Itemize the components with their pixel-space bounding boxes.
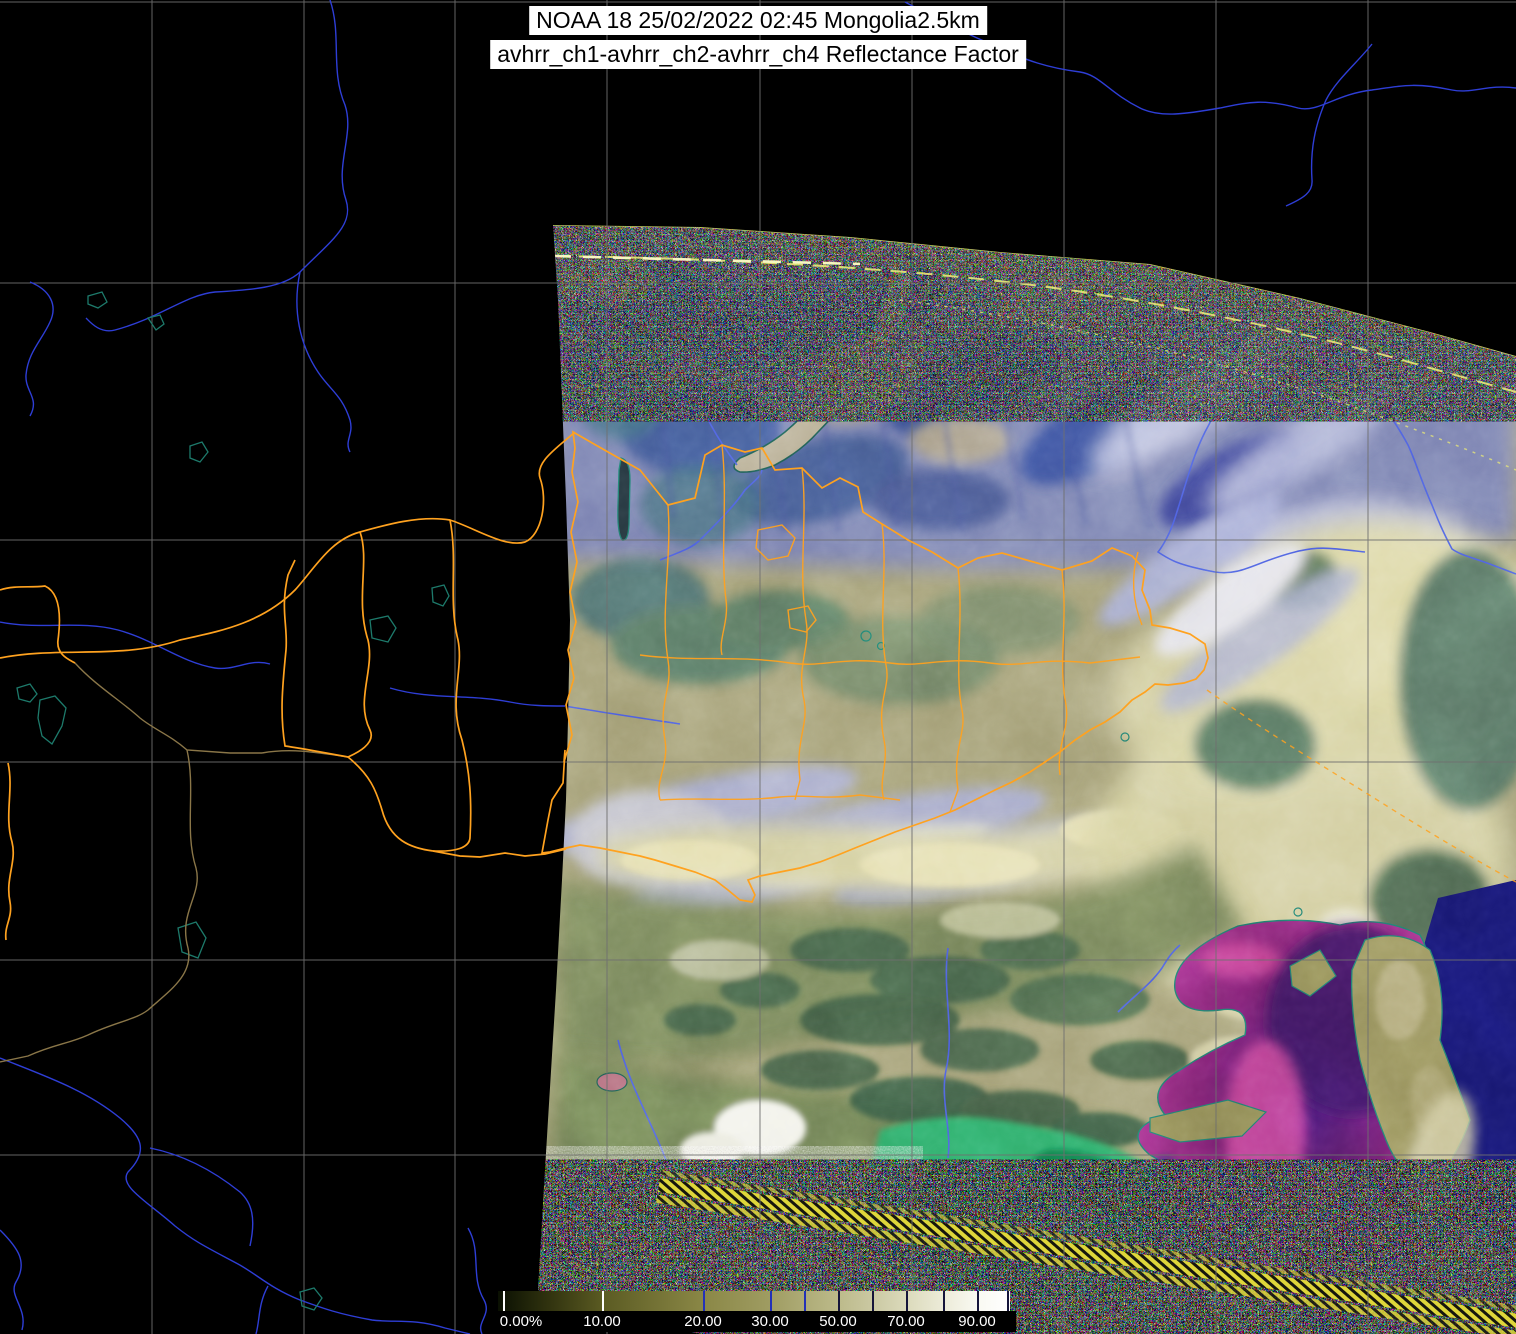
borders-orange-layer xyxy=(0,430,1516,941)
colorbar-labels: 0.00% 10.00 20.00 30.00 50.00 70.00 90.00 xyxy=(492,1311,1016,1332)
colorbar-tick xyxy=(838,1291,840,1311)
title-line-2: avhrr_ch1-avhrr_ch2-avhrr_ch4 Reflectanc… xyxy=(490,40,1026,72)
terminator-lines xyxy=(552,254,1516,471)
lakes-layer xyxy=(16,291,450,1311)
title-block: NOAA 18 25/02/2022 02:45 Mongolia2.5km a… xyxy=(490,6,1026,72)
colorbar-tick xyxy=(943,1291,945,1311)
scan-noise-top xyxy=(553,225,1516,412)
colorbar-label: 90.00 xyxy=(958,1313,996,1330)
colorbar-tick xyxy=(602,1291,604,1311)
title-text-main: NOAA 18 25/02/2022 02:45 Mongolia2.5km xyxy=(529,6,987,35)
colorbar-tick xyxy=(1007,1291,1009,1311)
colorbar-label: 30.00 xyxy=(751,1313,789,1330)
title-line-1: NOAA 18 25/02/2022 02:45 Mongolia2.5km xyxy=(490,6,1026,38)
scan-glitch-stripes xyxy=(656,1170,1516,1334)
colorbar-tick xyxy=(906,1291,908,1311)
colorbar-tick xyxy=(503,1291,505,1311)
colorbar-gradient xyxy=(498,1291,1010,1311)
colorbar-tick xyxy=(703,1291,705,1311)
borders-dim-layer xyxy=(0,662,349,1063)
colorbar-label: 50.00 xyxy=(819,1313,857,1330)
colorbar-tick xyxy=(872,1291,874,1311)
colorbar-tick xyxy=(770,1291,772,1311)
title-text-product: avhrr_ch1-avhrr_ch2-avhrr_ch4 Reflectanc… xyxy=(490,40,1026,69)
colorbar-tick xyxy=(804,1291,806,1311)
swath-top-edge-line xyxy=(552,225,1516,357)
colorbar-tick xyxy=(977,1291,979,1311)
colorbar-label: 0.00% xyxy=(499,1313,543,1330)
colorbar-label: 20.00 xyxy=(684,1313,722,1330)
colorbar-label: 10.00 xyxy=(583,1313,621,1330)
colorbar-label: 70.00 xyxy=(887,1313,925,1330)
